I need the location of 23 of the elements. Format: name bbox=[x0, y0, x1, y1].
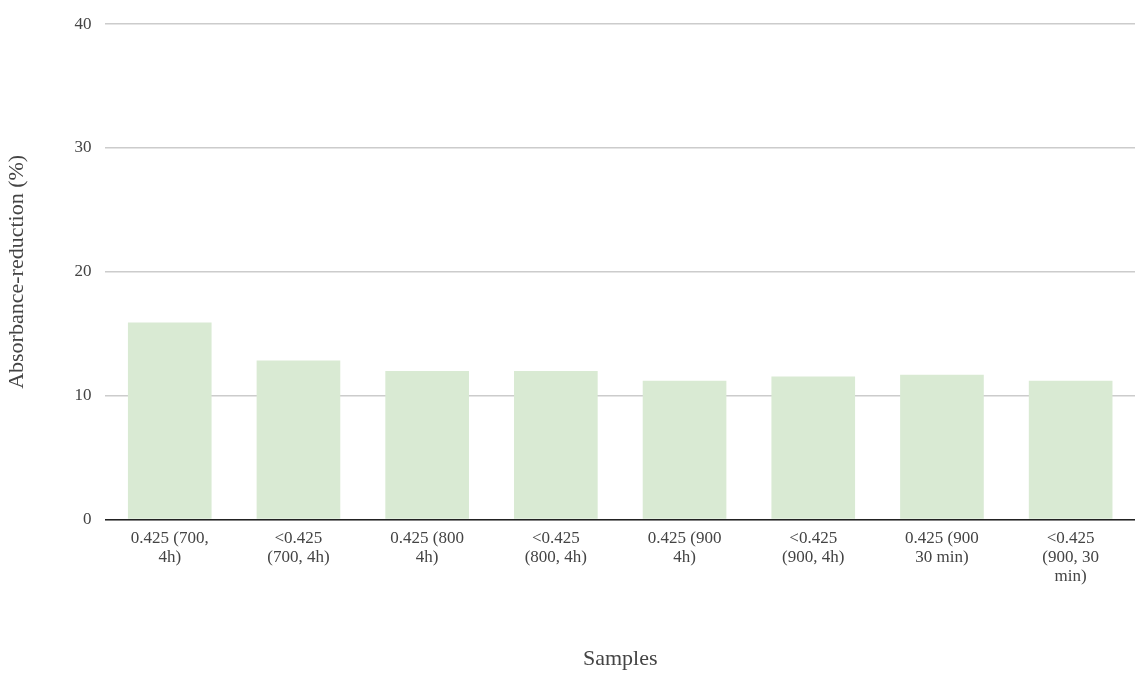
x-tick-label: <0.425 (700, 4h) bbox=[267, 528, 330, 567]
bar bbox=[514, 370, 598, 519]
bar bbox=[642, 380, 727, 519]
y-tick-label: 0 bbox=[82, 508, 92, 528]
x-axis-title: Samples bbox=[582, 644, 658, 670]
x-tick-label: <0.425 (900, 4h) bbox=[782, 528, 845, 567]
bar bbox=[771, 376, 856, 519]
bar bbox=[256, 360, 341, 519]
x-tick-label: <0.425 (900, 30 min) bbox=[1042, 528, 1099, 585]
bar bbox=[900, 374, 984, 519]
y-tick-label: 20 bbox=[74, 261, 92, 281]
x-tick-label: 0.425 (700, 4h) bbox=[130, 528, 209, 567]
x-tick-label: 0.425 (800 4h) bbox=[390, 528, 464, 567]
bar bbox=[1028, 380, 1113, 519]
bar bbox=[127, 322, 212, 519]
y-tick-label: 10 bbox=[74, 385, 92, 405]
y-tick-label: 40 bbox=[74, 13, 92, 33]
y-tick-label: 30 bbox=[74, 137, 92, 157]
bar bbox=[385, 370, 469, 519]
x-tick-label: 0.425 (900 4h) bbox=[647, 528, 722, 567]
x-tick-label: <0.425 (800, 4h) bbox=[524, 528, 588, 567]
y-axis-title: Absorbance-reduction (%) bbox=[2, 154, 28, 389]
x-tick-label: 0.425 (900 30 min) bbox=[905, 528, 979, 567]
